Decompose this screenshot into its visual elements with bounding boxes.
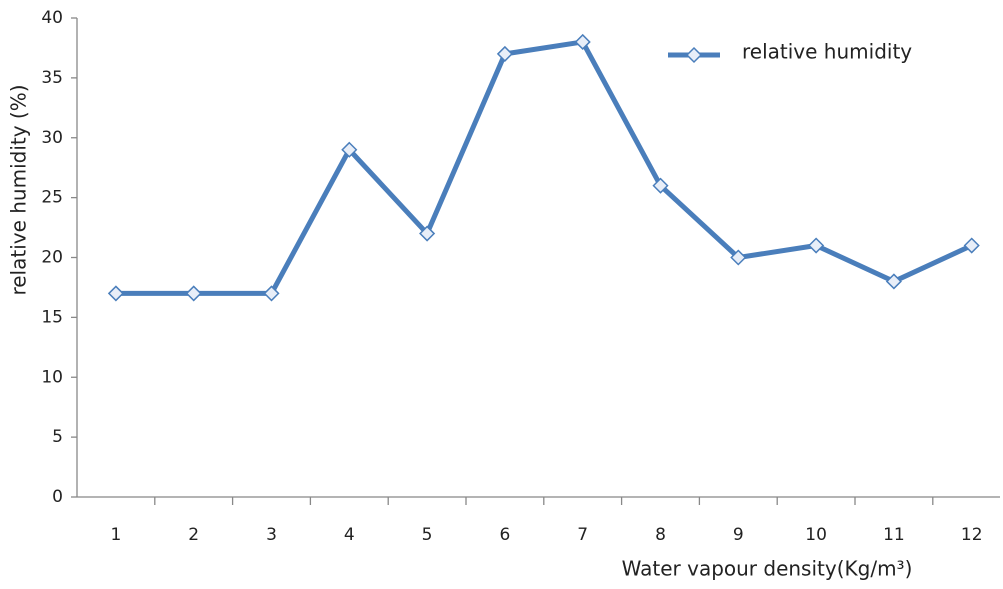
marker <box>419 225 436 242</box>
y-axis-label: relative humidity (%) <box>7 84 31 295</box>
y-tick-label: 20 <box>41 248 63 268</box>
y-tick-label: 30 <box>41 128 63 148</box>
y-tick-label: 40 <box>41 8 63 28</box>
marker <box>652 177 669 194</box>
marker <box>185 285 202 302</box>
y-tick-label: 5 <box>52 427 63 447</box>
y-tick-label: 15 <box>41 307 63 327</box>
legend-marker <box>685 46 703 64</box>
marker <box>730 249 747 266</box>
y-tick-label: 25 <box>41 188 63 208</box>
x-tick-label: 2 <box>188 525 199 545</box>
x-tick-label: 6 <box>499 525 510 545</box>
x-tick-label: 5 <box>422 525 433 545</box>
x-tick-label: 3 <box>266 525 277 545</box>
x-tick-label: 1 <box>110 525 121 545</box>
y-tick-label: 0 <box>52 487 63 507</box>
x-tick-label: 7 <box>577 525 588 545</box>
y-tick-label: 10 <box>41 367 63 387</box>
marker <box>574 33 591 51</box>
legend-label: relative humidity <box>742 40 912 64</box>
x-tick-label: 8 <box>655 525 666 545</box>
marker <box>963 237 980 254</box>
marker <box>808 237 825 254</box>
marker <box>885 273 902 290</box>
marker <box>341 141 358 158</box>
marker <box>496 45 513 62</box>
marker <box>263 285 280 302</box>
marker <box>107 285 124 302</box>
x-tick-label: 10 <box>805 525 827 545</box>
x-axis-label: Water vapour density(Kg/m³) <box>622 557 913 581</box>
y-tick-label: 35 <box>41 68 63 88</box>
line <box>115 39 973 296</box>
x-tick-label: 9 <box>733 525 744 545</box>
x-tick-label: 11 <box>883 525 905 545</box>
x-tick-label: 12 <box>961 525 983 545</box>
x-tick-label: 4 <box>344 525 355 545</box>
